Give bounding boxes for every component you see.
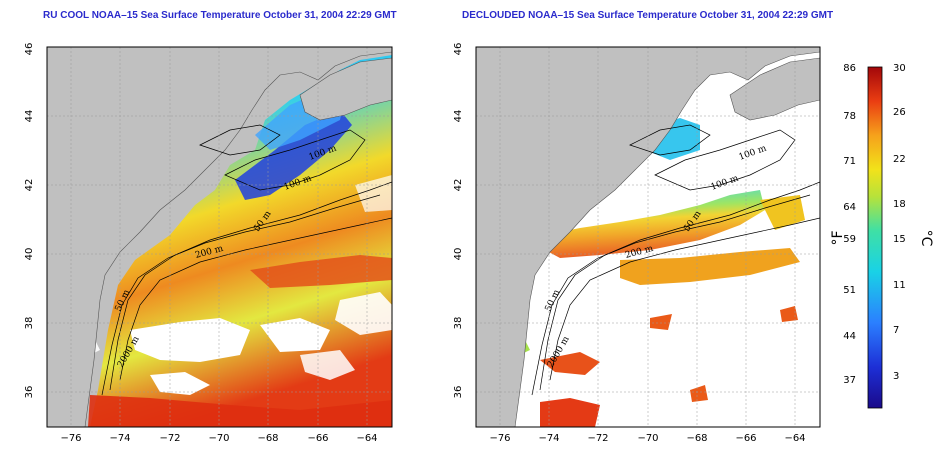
left-lon-tick: −72 — [159, 433, 180, 444]
right-lon-tick: −74 — [538, 433, 559, 444]
celsius-tick: 30 — [893, 63, 906, 74]
right-lat-tick: 38 — [453, 317, 464, 330]
colorbar-celsius-ticks: 30 26 22 18 15 11 7 3 — [893, 63, 906, 382]
right-sst-south — [540, 352, 600, 375]
left-lon-tick: −74 — [109, 433, 130, 444]
left-lon-tick: −70 — [208, 433, 229, 444]
right-sst-gulfstream — [620, 248, 800, 285]
celsius-tick: 22 — [893, 154, 906, 165]
right-map-frame — [475, 46, 821, 428]
celsius-tick: 11 — [893, 280, 906, 291]
right-lon-tick: −64 — [784, 433, 805, 444]
right-lat-tick: 40 — [453, 248, 464, 261]
fahrenheit-tick: 64 — [843, 202, 856, 213]
right-map-panel — [476, 47, 820, 427]
celsius-tick: 3 — [893, 371, 899, 382]
left-map-grid — [47, 47, 392, 427]
left-cloud-cover — [55, 175, 392, 395]
left-warm-south — [88, 395, 392, 427]
right-bathymetry-contours — [531, 124, 820, 396]
celsius-unit-label: °C — [918, 230, 934, 247]
right-sst-east — [760, 195, 805, 230]
left-lon-tick: −64 — [356, 433, 377, 444]
right-lat-ticks: 36 38 40 42 44 46 — [453, 43, 464, 399]
right-map-title: DECLOUDED NOAA–15 Sea Surface Temperatur… — [462, 10, 834, 21]
fahrenheit-tick: 78 — [843, 111, 856, 122]
left-lon-tick: −76 — [60, 433, 81, 444]
fahrenheit-tick: 86 — [843, 63, 856, 74]
left-lat-tick: 40 — [24, 248, 35, 261]
left-cold-shelf — [235, 110, 352, 200]
left-lat-tick: 36 — [24, 386, 35, 399]
left-bathymetry-contours — [101, 124, 392, 396]
right-map-grid — [476, 47, 820, 427]
right-lat-tick: 42 — [453, 179, 464, 192]
left-map-panel — [47, 47, 392, 427]
left-lat-tick: 42 — [24, 179, 35, 192]
right-lon-tick: −72 — [587, 433, 608, 444]
right-coastline-land — [476, 47, 820, 427]
right-lon-tick: −68 — [686, 433, 707, 444]
left-lat-tick: 46 — [24, 43, 35, 56]
right-lon-ticks: −76 −74 −72 −70 −68 −66 −64 — [489, 433, 805, 444]
fahrenheit-tick: 37 — [843, 375, 856, 386]
right-lat-tick: 36 — [453, 386, 464, 399]
fahrenheit-tick: 71 — [843, 156, 856, 167]
left-lat-tick: 38 — [24, 317, 35, 330]
fahrenheit-tick: 44 — [843, 331, 856, 342]
right-nova-scotia — [729, 57, 820, 121]
left-lon-ticks: −76 −74 −72 −70 −68 −66 −64 — [60, 433, 377, 444]
left-lon-tick: −68 — [257, 433, 278, 444]
right-sst-south2 — [540, 398, 600, 427]
left-lat-ticks: 36 38 40 42 44 46 — [24, 43, 35, 399]
celsius-tick: 18 — [893, 199, 906, 210]
right-lon-tick: −66 — [735, 433, 756, 444]
left-lon-tick: −66 — [307, 433, 328, 444]
left-gulfstream — [250, 255, 392, 288]
right-lat-tick: 44 — [453, 110, 464, 123]
left-map-frame — [46, 46, 393, 428]
celsius-tick: 26 — [893, 107, 906, 118]
right-sst-blobs — [650, 306, 798, 402]
celsius-tick: 7 — [893, 325, 899, 336]
fahrenheit-unit-label: °F — [830, 230, 846, 245]
celsius-tick: 15 — [893, 234, 906, 245]
left-map-title: RU COOL NOAA–15 Sea Surface Temperature … — [43, 10, 397, 21]
colorbar-fahrenheit-ticks: 86 78 71 64 59 51 44 37 — [843, 63, 856, 386]
colorbar-gradient — [867, 66, 883, 409]
right-sst-shelf — [545, 190, 765, 258]
fahrenheit-tick: 51 — [843, 285, 856, 296]
colorbar: 86 78 71 64 59 51 44 37 30 26 22 18 15 1… — [830, 63, 934, 409]
right-lat-tick: 46 — [453, 43, 464, 56]
right-lon-tick: −70 — [637, 433, 658, 444]
left-coastline-land — [47, 47, 392, 427]
left-lat-tick: 44 — [24, 110, 35, 123]
fahrenheit-tick: 59 — [843, 234, 856, 245]
right-lon-tick: −76 — [489, 433, 510, 444]
